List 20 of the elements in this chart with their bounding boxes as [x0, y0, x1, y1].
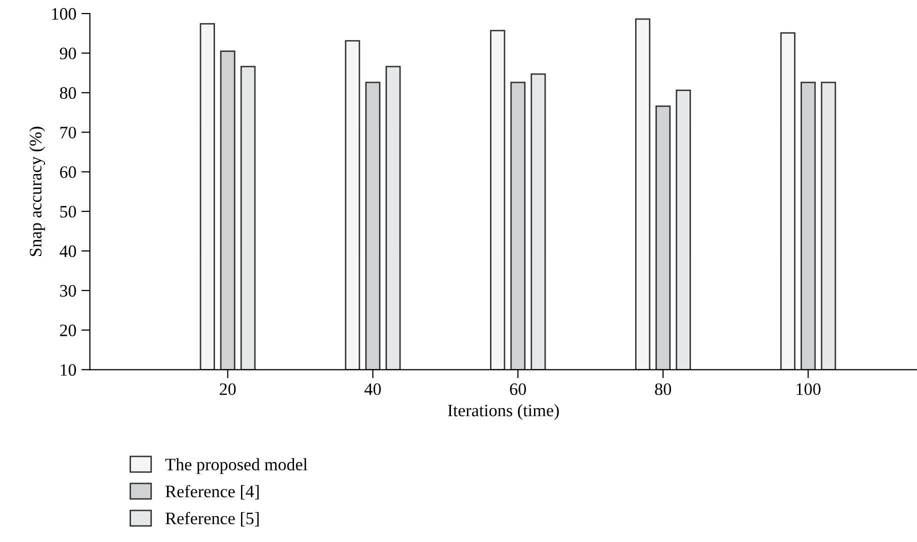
legend-label: Reference [4] [166, 484, 259, 500]
x-axis-title: Iterations (time) [448, 404, 559, 420]
y-tick-label: 60 [60, 166, 76, 178]
y-tick-label: 40 [60, 245, 76, 258]
y-tick-label: 20 [60, 324, 76, 336]
y-axis-title: Snap accuracy (%) [29, 126, 46, 256]
y-tick-label: 100 [52, 8, 76, 20]
x-tick-label: 80 [655, 383, 672, 396]
legend-label: Reference [5] [166, 512, 259, 526]
x-tick-label: 20 [220, 383, 236, 396]
x-tick-label: 100 [796, 383, 821, 396]
y-tick-label: 10 [60, 364, 76, 376]
y-tick-label: 30 [60, 284, 76, 297]
y-tick-label: 50 [60, 206, 76, 218]
y-tick-label: 80 [60, 87, 76, 99]
x-tick-label: 40 [364, 383, 381, 396]
y-tick-label: 70 [60, 126, 76, 138]
legend-label: The proposed model [165, 458, 308, 474]
x-tick-label: 60 [510, 383, 526, 396]
y-tick-label: 90 [60, 48, 76, 60]
